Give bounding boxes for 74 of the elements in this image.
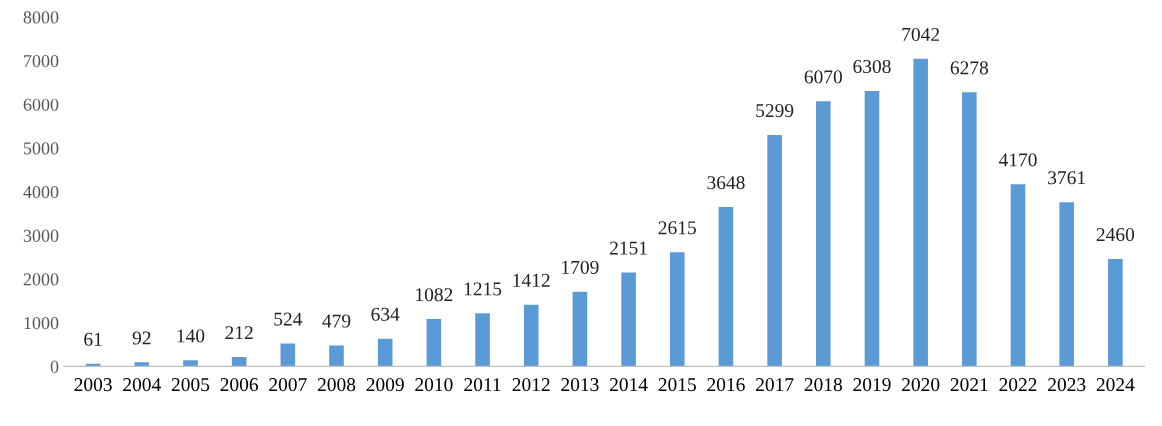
y-tick-label: 7000 (24, 54, 59, 68)
bar (815, 101, 831, 367)
bar (1108, 258, 1123, 367)
data-label: 61 (84, 332, 102, 346)
bar (913, 58, 928, 367)
x-tick-label: 2024 (1096, 378, 1135, 392)
bar (718, 207, 734, 367)
x-tick-label: 2008 (317, 378, 356, 392)
y-tick-label: 3000 (23, 229, 59, 242)
data-label: 2615 (658, 221, 696, 235)
bar (864, 90, 880, 367)
data-label: 1709 (562, 260, 599, 274)
data-label: 7042 (902, 27, 940, 42)
bar (280, 343, 296, 367)
bar (1010, 184, 1026, 367)
x-tick-label: 2018 (804, 378, 842, 392)
x-tick-label: 2022 (999, 378, 1037, 392)
bar (621, 272, 636, 367)
bar (231, 357, 247, 367)
y-tick-label: 2000 (23, 273, 59, 286)
data-label: 3648 (707, 176, 745, 190)
x-tick-label: 2014 (609, 378, 648, 392)
x-tick-label: 2009 (366, 378, 404, 392)
data-label: 524 (274, 312, 303, 326)
x-tick-label: 2011 (464, 378, 501, 392)
x-tick-label: 2007 (269, 378, 307, 392)
x-tick-label: 2005 (171, 378, 210, 392)
data-label: 6070 (804, 70, 842, 84)
data-label: 5299 (756, 104, 794, 118)
y-tick-label: 5000 (23, 142, 59, 155)
bar (475, 313, 490, 367)
x-tick-label: 2023 (1048, 378, 1086, 392)
bar (669, 252, 685, 367)
data-label: 479 (322, 314, 351, 328)
x-tick-label: 2016 (707, 378, 745, 392)
data-label: 3761 (1048, 171, 1085, 185)
x-tick-label: 2017 (756, 378, 794, 392)
bar (1059, 202, 1074, 367)
data-label: 2460 (1096, 227, 1135, 242)
bar (134, 362, 150, 367)
y-tick-label: 1000 (24, 316, 59, 330)
x-tick-label: 2019 (853, 378, 891, 392)
data-label: 140 (177, 329, 205, 343)
data-label: 1082 (416, 288, 453, 302)
data-label: 6278 (950, 61, 989, 75)
data-label: 634 (371, 307, 400, 321)
bar (426, 319, 442, 367)
x-tick-label: 2021 (950, 378, 988, 392)
bar (962, 92, 977, 367)
bar (523, 304, 539, 367)
bar (572, 291, 588, 367)
x-tick-label: 2015 (658, 378, 696, 392)
data-label: 2151 (609, 241, 647, 255)
y-tick-label: 8000 (23, 11, 59, 24)
y-tick-label: 6000 (23, 98, 59, 111)
x-tick-label: 2004 (123, 378, 161, 392)
y-tick-label: 0 (50, 360, 59, 373)
data-label: 1412 (513, 273, 550, 287)
data-label: 92 (132, 331, 151, 345)
data-label: 1215 (464, 282, 502, 296)
bar (183, 360, 198, 367)
bar (329, 345, 344, 367)
x-tick-label: 2003 (74, 378, 112, 392)
data-label: 6308 (853, 59, 891, 74)
x-tick-label: 2020 (902, 378, 940, 392)
data-label: 212 (225, 326, 253, 340)
bar (767, 134, 782, 367)
x-tick-label: 2010 (415, 378, 453, 392)
x-tick-label: 2006 (220, 378, 259, 392)
x-tick-label: 2013 (561, 378, 599, 392)
y-tick-label: 4000 (23, 185, 59, 199)
data-label: 4170 (998, 153, 1037, 167)
bar (377, 338, 393, 367)
x-tick-label: 2012 (512, 378, 550, 392)
